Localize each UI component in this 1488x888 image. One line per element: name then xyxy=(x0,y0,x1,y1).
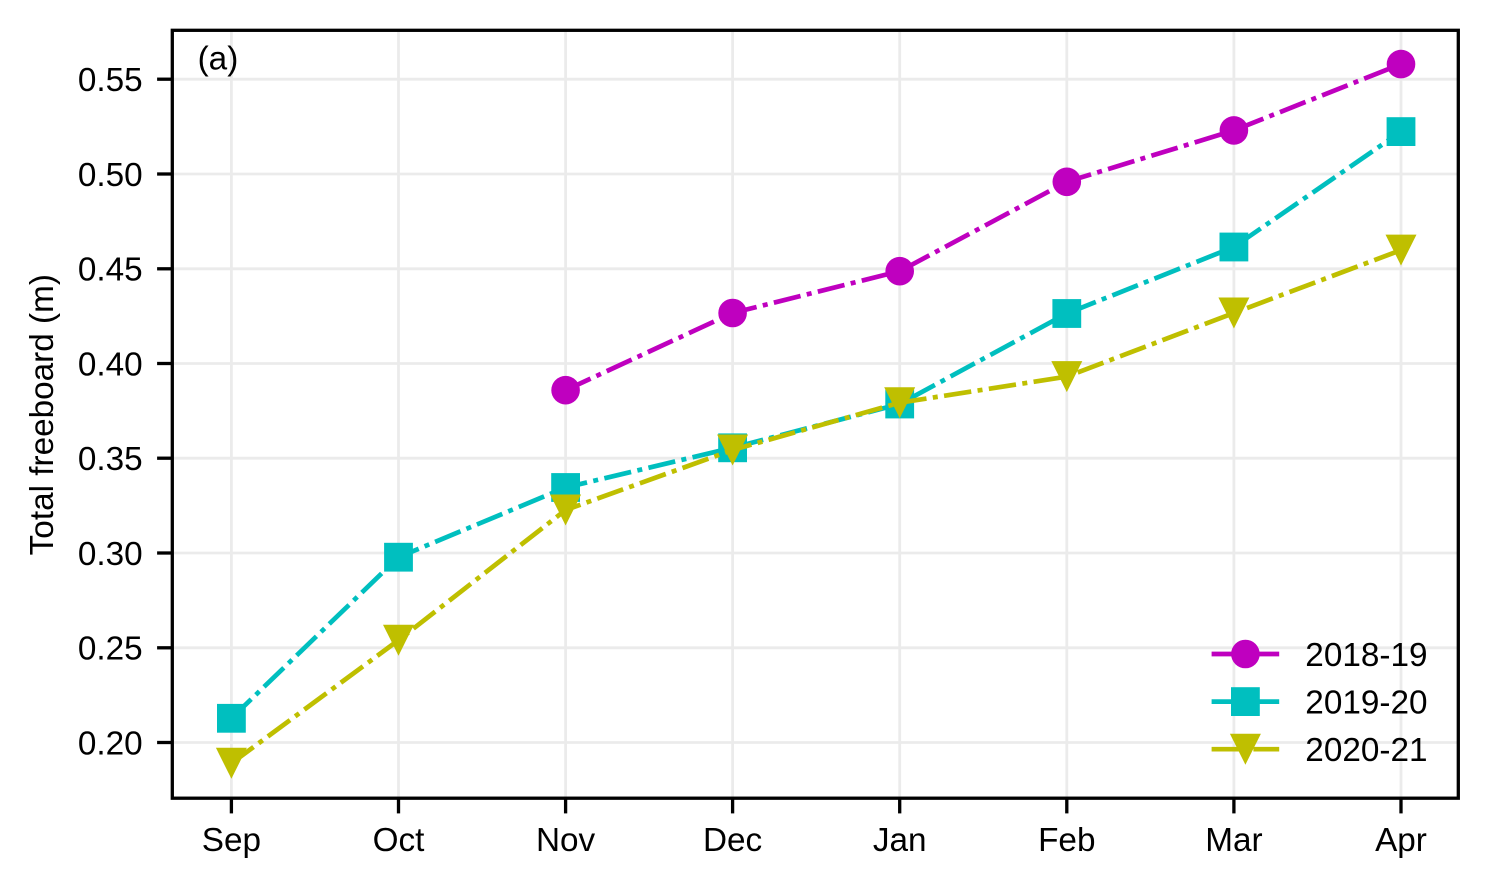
svg-text:0.20: 0.20 xyxy=(78,725,143,762)
svg-text:0.45: 0.45 xyxy=(78,252,143,289)
svg-text:Apr: Apr xyxy=(1375,822,1427,859)
svg-text:2018-19: 2018-19 xyxy=(1305,637,1427,674)
svg-text:0.35: 0.35 xyxy=(78,441,143,478)
svg-text:Mar: Mar xyxy=(1205,822,1262,859)
svg-text:0.40: 0.40 xyxy=(78,346,143,383)
svg-text:0.50: 0.50 xyxy=(78,157,143,194)
svg-text:Dec: Dec xyxy=(703,822,762,859)
svg-text:Oct: Oct xyxy=(373,822,425,859)
svg-text:2019-20: 2019-20 xyxy=(1305,685,1427,722)
svg-text:0.30: 0.30 xyxy=(78,536,143,573)
svg-text:2020-21: 2020-21 xyxy=(1305,732,1427,769)
svg-text:0.25: 0.25 xyxy=(78,631,143,668)
svg-text:Feb: Feb xyxy=(1038,822,1095,859)
svg-text:0.55: 0.55 xyxy=(78,62,143,99)
svg-text:Total freeboard (m): Total freeboard (m) xyxy=(24,274,61,555)
svg-text:(a): (a) xyxy=(198,40,239,77)
svg-text:Nov: Nov xyxy=(536,822,596,859)
svg-text:Jan: Jan xyxy=(873,822,927,859)
svg-text:Sep: Sep xyxy=(202,822,261,859)
